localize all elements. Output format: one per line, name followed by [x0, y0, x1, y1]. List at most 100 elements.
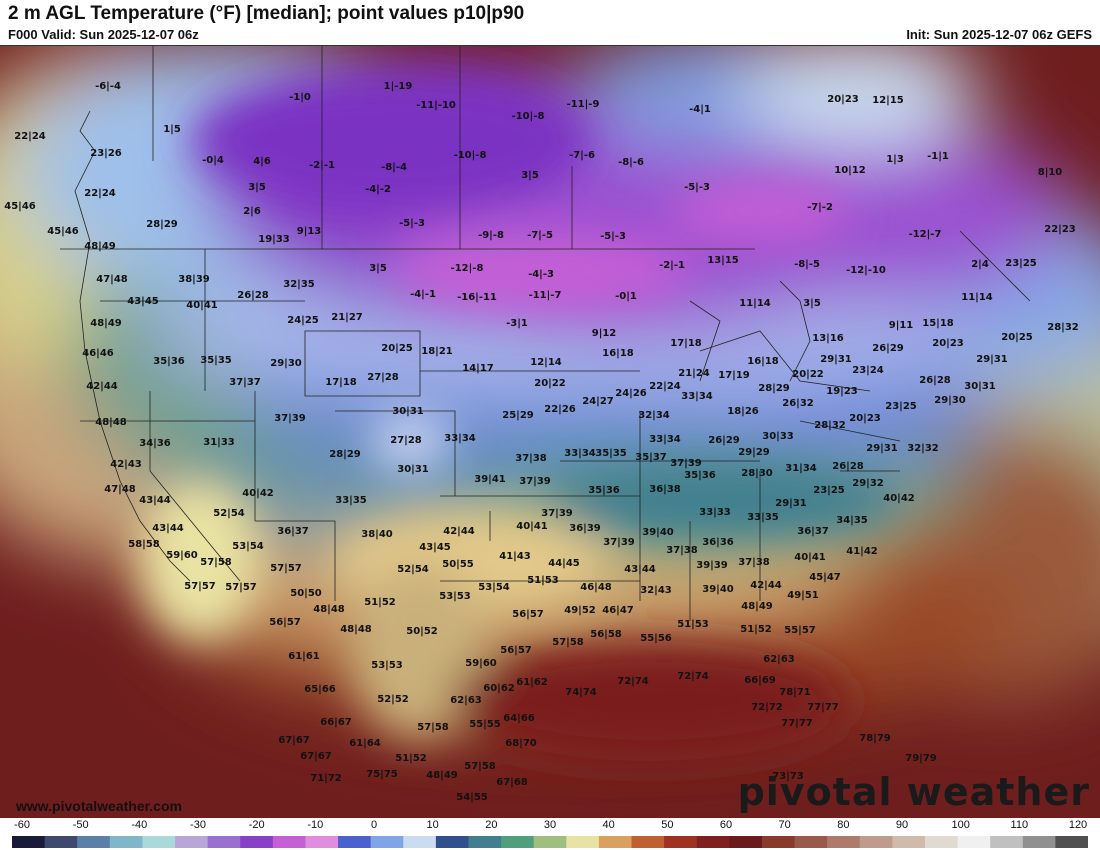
- point-value-label: 46|48: [580, 582, 612, 593]
- point-value-label: 40|41: [516, 521, 548, 532]
- init-time: Init: Sun 2025-12-07 06z GEFS: [906, 27, 1092, 42]
- colorbar-tick-label: 10: [426, 819, 439, 831]
- point-value-label: 35|37: [635, 452, 667, 463]
- point-value-label: 48|48: [313, 604, 345, 615]
- point-value-label: 53|53: [371, 660, 403, 671]
- point-value-label: 35|35: [595, 448, 627, 459]
- point-value-label: 51|52: [364, 597, 396, 608]
- point-value-label: 56|57: [269, 617, 301, 628]
- point-value-label: 29|31: [866, 443, 898, 454]
- valid-time: F000 Valid: Sun 2025-12-07 06z: [8, 27, 199, 42]
- point-value-label: 20|22: [792, 369, 824, 380]
- point-value-label: -16|-11: [457, 292, 497, 303]
- point-value-label: 14|17: [462, 363, 494, 374]
- point-value-label: 20|22: [534, 378, 566, 389]
- point-value-label: 51|52: [740, 624, 772, 635]
- point-value-label: 42|43: [110, 459, 142, 470]
- point-value-label: 35|36: [684, 470, 716, 481]
- point-value-label: 28|32: [814, 420, 846, 431]
- point-value-label: -3|1: [506, 318, 528, 329]
- point-value-label: 4|6: [253, 156, 271, 167]
- point-value-label: 43|44: [152, 523, 184, 534]
- colorbar-tick-label: -30: [190, 819, 206, 831]
- colorbar-segment: [403, 836, 437, 848]
- colorbar-segment: [468, 836, 502, 848]
- colorbar-segment: [696, 836, 730, 848]
- point-value-label: 33|34: [444, 433, 476, 444]
- colorbar-tick-label: 100: [951, 819, 970, 831]
- point-value-label: 19|33: [258, 234, 290, 245]
- colorbar-segment: [827, 836, 861, 848]
- point-value-label: 73|73: [772, 771, 804, 782]
- point-value-label: 46|46: [82, 348, 114, 359]
- point-value-label: 32|34: [638, 410, 670, 421]
- point-value-label: 39|39: [696, 560, 728, 571]
- point-value-label: 56|57: [512, 609, 544, 620]
- colorbar-segment: [44, 836, 78, 848]
- point-value-label: 12|15: [872, 95, 904, 106]
- point-value-label: 30|31: [397, 464, 429, 475]
- point-value-label: 66|67: [320, 717, 352, 728]
- point-value-label: 1|3: [886, 154, 904, 165]
- point-value-label: 44|45: [548, 558, 580, 569]
- point-value-label: 35|36: [153, 356, 185, 367]
- point-value-label: 2|4: [971, 259, 989, 270]
- point-value-label: 3|5: [248, 182, 266, 193]
- map-title: 2 m AGL Temperature (°F) [median]; point…: [8, 3, 525, 24]
- point-value-label: 24|26: [615, 388, 647, 399]
- colorbar-bar: [12, 836, 1088, 848]
- point-value-label: 9|13: [297, 226, 322, 237]
- point-value-label: 74|74: [565, 687, 597, 698]
- temperature-map[interactable]: -6|-4 -1|0 1|-19 -11|-10 -11|-9 -10|-8 -4|1 20|…: [0, 45, 1100, 820]
- point-value-label: 30|33: [762, 431, 794, 442]
- colorbar-tick-label: 30: [543, 819, 557, 831]
- colorbar-tick-label: -40: [131, 819, 148, 831]
- colorbar-tick-label: 90: [895, 819, 909, 831]
- point-value-label: 54|55: [456, 792, 488, 803]
- point-value-label: 35|35: [200, 355, 232, 366]
- header: 2 m AGL Temperature (°F) [median]; point…: [0, 0, 1100, 45]
- point-value-label: -11|-7: [529, 290, 562, 301]
- colorbar-segment: [664, 836, 698, 848]
- point-value-label: 45|46: [4, 201, 36, 212]
- point-value-label: 10|12: [834, 165, 866, 176]
- point-value-label: -4|-3: [528, 269, 554, 280]
- colorbar-tick-label: -60: [14, 819, 30, 831]
- point-value-label: 24|25: [287, 315, 319, 326]
- point-value-label: 17|18: [670, 338, 702, 349]
- point-value-label: 31|33: [203, 437, 235, 448]
- point-value-label: 77|77: [781, 718, 813, 729]
- point-values: -6|-4 -1|0 1|-19-11|-10 -11|-9 -10|-8 -4|1 20|…: [4, 81, 1079, 803]
- point-value-label: 21|27: [331, 312, 363, 323]
- point-value-label: -7|-5: [527, 230, 553, 241]
- point-value-label: -5|-3: [684, 182, 710, 193]
- point-value-label: -6|-4: [95, 81, 121, 92]
- point-value-label: 37|38: [515, 453, 547, 464]
- point-value-label: -2|-1: [659, 260, 685, 271]
- point-value-label: 20|23: [932, 338, 964, 349]
- point-value-label: 48|49: [84, 241, 116, 252]
- point-value-label: 60|62: [483, 683, 515, 694]
- point-value-label: -5|-3: [399, 218, 425, 229]
- colorbar-segment: [12, 836, 46, 848]
- point-value-label: 28|29: [329, 449, 361, 460]
- point-value-label: 22|24: [649, 381, 681, 392]
- point-value-label: 61|62: [516, 677, 548, 688]
- point-value-label: 27|28: [390, 435, 422, 446]
- point-value-label: 17|19: [718, 370, 750, 381]
- point-value-label: -11|-9: [567, 99, 600, 110]
- colorbar-segment: [272, 836, 306, 848]
- point-value-label: 53|53: [439, 591, 471, 602]
- point-value-label: 62|63: [450, 695, 482, 706]
- point-value-label: 2|6: [243, 206, 261, 217]
- point-value-label: 11|14: [961, 292, 993, 303]
- point-value-label: 33|35: [335, 495, 367, 506]
- point-value-label: 50|55: [442, 559, 474, 570]
- point-value-label: -2|-1: [309, 160, 335, 171]
- point-value-label: 37|39: [519, 476, 551, 487]
- point-value-label: 61|61: [288, 651, 320, 662]
- point-value-label: 39|41: [474, 474, 506, 485]
- point-value-label: 37|38: [738, 557, 770, 568]
- point-value-label: -10|-8: [512, 111, 545, 122]
- point-value-label: 18|26: [727, 406, 759, 417]
